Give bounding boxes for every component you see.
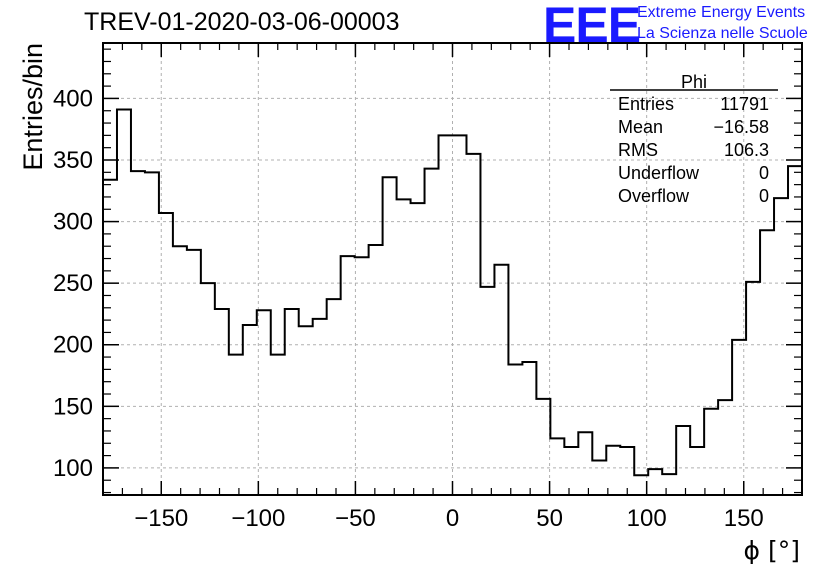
stats-row-value: 0 [759, 186, 769, 206]
logo-line-1: Extreme Energy Events [637, 4, 806, 21]
stats-box: Phi Entries 11791 Mean −16.58 RMS 106.3 Underf… [610, 72, 778, 206]
stats-row-label: Overflow [618, 186, 690, 206]
stats-row-label: RMS [618, 140, 658, 160]
y-tick-label: 350 [53, 147, 93, 174]
stats-row-value: 106.3 [724, 140, 769, 160]
stats-row-value: 11791 [720, 94, 769, 114]
x-tick-label: −150 [134, 505, 188, 532]
y-tick-label: 300 [53, 209, 93, 236]
stats-box-title: Phi [681, 72, 707, 92]
x-tick-label: 150 [724, 505, 764, 532]
y-tick-label: 200 [53, 332, 93, 359]
chart-title: TREV-01-2020-03-06-00003 [84, 8, 400, 36]
stats-row-value: −16.58 [713, 117, 769, 137]
stats-row-value: 0 [759, 163, 769, 183]
x-tick-label: −50 [335, 505, 376, 532]
x-tick-label: −100 [231, 505, 285, 532]
stats-row-label: Underflow [618, 163, 700, 183]
y-tick-label: 100 [53, 455, 93, 482]
x-tick-label: 50 [536, 505, 563, 532]
eee-logo: EEE [543, 0, 641, 53]
y-axis-label: Entries/bin [18, 43, 48, 171]
y-tick-label: 150 [53, 393, 93, 420]
histogram-step-line [103, 108, 802, 477]
y-tick-label: 400 [53, 85, 93, 112]
stats-row-label: Entries [618, 94, 674, 114]
grid-lines [103, 43, 802, 495]
x-axis-label: ϕ [°] [744, 536, 800, 565]
tick-labels: −150 −100 −50 0 50 100 150 100 150 200 250 300 350 40… [53, 85, 764, 532]
logo-line-2: La Scienza nelle Scuole [637, 25, 808, 42]
y-tick-label: 250 [53, 270, 93, 297]
x-tick-label: 0 [446, 505, 459, 532]
stats-row-label: Mean [618, 117, 663, 137]
x-tick-label: 100 [627, 505, 667, 532]
axis-ticks [102, 43, 803, 495]
